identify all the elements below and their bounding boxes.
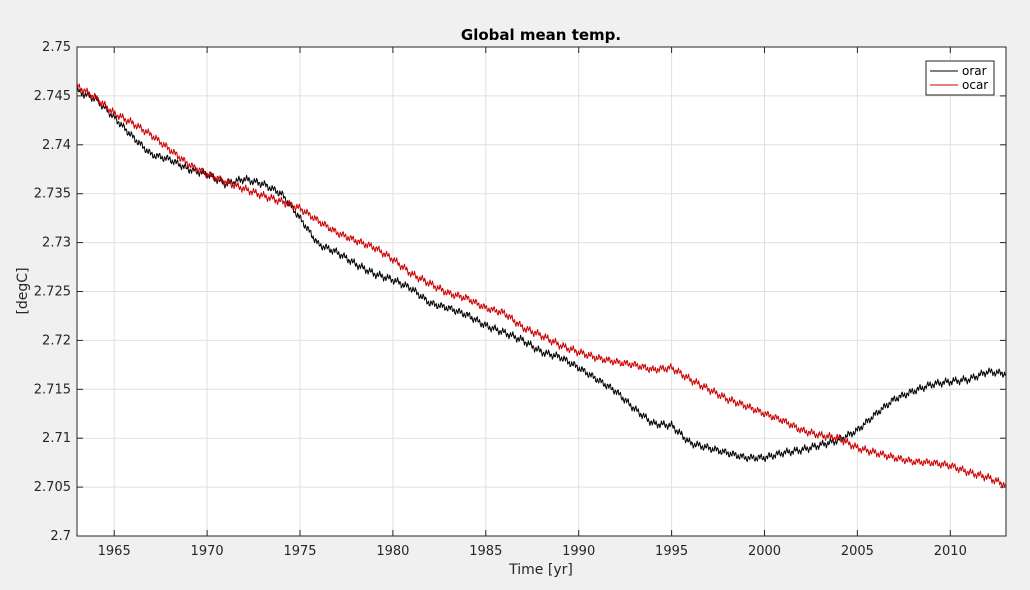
legend-label-ocar: ocar [962,78,988,92]
x-tick-label: 1980 [376,544,409,559]
y-tick-label: 2.7 [50,529,71,544]
y-axis-label: [degC] [15,267,31,314]
x-tick-label: 1970 [191,544,224,559]
y-tick-label: 2.735 [34,187,71,202]
x-tick-label: 1995 [655,544,688,559]
chart-title: Global mean temp. [461,26,621,44]
y-tick-label: 2.74 [42,138,71,153]
x-tick-label: 2000 [748,544,781,559]
x-tick-label: 2005 [841,544,874,559]
y-tick-label: 2.73 [42,236,71,251]
y-tick-label: 2.705 [34,480,71,495]
x-tick-label: 1975 [283,544,316,559]
series-line-ocar [76,82,1007,489]
x-tick-label: 1965 [98,544,131,559]
y-tick-label: 2.745 [34,89,71,104]
y-tick-label: 2.725 [34,285,71,300]
series-line-orar [76,87,1007,463]
y-tick-label: 2.71 [42,431,71,446]
y-tick-label: 2.72 [42,333,71,348]
x-axis-label: Time [yr] [508,562,573,578]
legend-label-orar: orar [962,64,987,78]
axes: 1965 1970 1975 1980 1985 1990 1995 2000 2005 2010… [34,40,1006,559]
x-tick-label: 1990 [562,544,595,559]
legend-box [925,60,995,96]
x-tick-label: 2010 [934,544,967,559]
x-tick-label: 1985 [469,544,502,559]
y-tick-label: 2.75 [42,40,71,55]
y-tick-label: 2.715 [34,382,71,397]
data-series [76,82,1007,489]
